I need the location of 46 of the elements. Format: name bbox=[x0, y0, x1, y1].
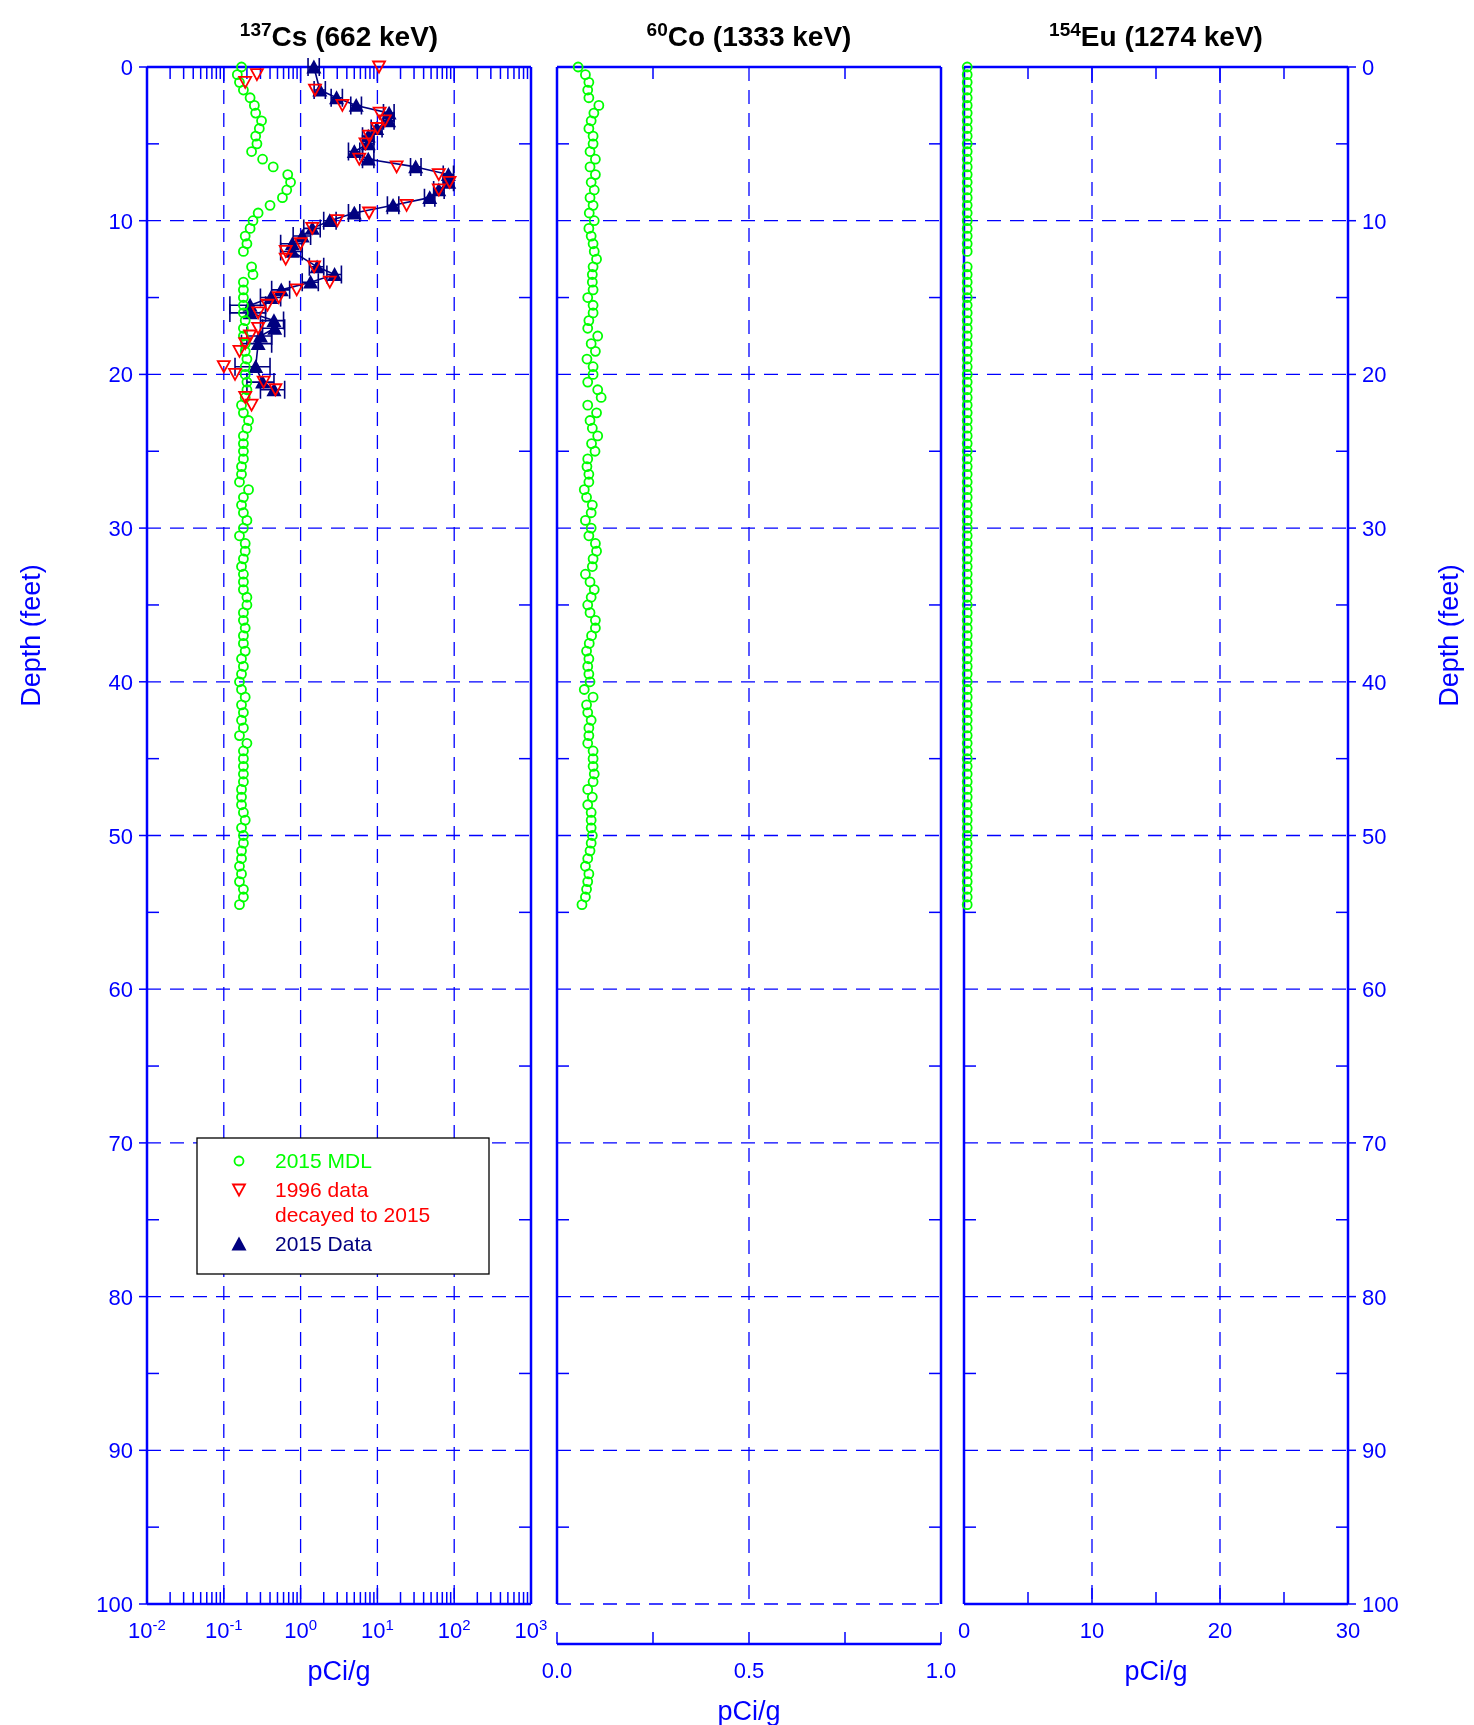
y-axis-title: Depth (feet) bbox=[1434, 564, 1464, 707]
y-tick-label: 80 bbox=[108, 1284, 133, 1310]
y-tick-label: 40 bbox=[108, 669, 133, 695]
x-tick-label: 10 bbox=[1079, 1618, 1105, 1643]
chart-title: $^{137}$Cs (662 keV) bbox=[239, 18, 439, 52]
y-tick-label: 20 bbox=[108, 362, 133, 388]
y-tick-label: 60 bbox=[1362, 977, 1387, 1003]
y-tick-label: 10 bbox=[1362, 208, 1387, 234]
x-tick-label: 30 bbox=[1335, 1618, 1361, 1643]
y-tick-label: 0 bbox=[1362, 55, 1375, 80]
legend-label: 2015 MDL bbox=[275, 1149, 372, 1172]
x-tick-label: 10$^{0}$ bbox=[284, 1615, 318, 1643]
legend-label: 2015 Data bbox=[275, 1232, 373, 1255]
x-tick-label: 10$^{1}$ bbox=[360, 1615, 394, 1643]
x-axis-title: pCi/g bbox=[307, 1656, 371, 1686]
legend-label: 1996 data decayed to 2015 bbox=[275, 1178, 431, 1226]
y-tick-label: 70 bbox=[1362, 1130, 1387, 1156]
y-tick-label: 60 bbox=[108, 977, 133, 1003]
y-tick-label: 70 bbox=[108, 1130, 133, 1156]
chart-title: $^{154}$Eu (1274 keV) bbox=[1049, 18, 1263, 52]
y-tick-label: 50 bbox=[108, 823, 133, 849]
y-tick-label: 80 bbox=[1362, 1284, 1387, 1310]
y-tick-label: 20 bbox=[1362, 362, 1387, 388]
y-tick-label: 30 bbox=[108, 516, 133, 542]
x-axis-title: pCi/g bbox=[1124, 1656, 1188, 1686]
y-axis-title: Depth (feet) bbox=[16, 564, 46, 707]
y-tick-label: 50 bbox=[1362, 823, 1387, 849]
y-tick-label: 40 bbox=[1362, 669, 1387, 695]
x-tick-label: 0 bbox=[957, 1618, 971, 1643]
x-tick-label: 1.0 bbox=[925, 1658, 957, 1683]
x-tick-label: 0.5 bbox=[733, 1658, 765, 1683]
x-axis-title: pCi/g bbox=[717, 1696, 781, 1725]
y-tick-label: 10 bbox=[108, 208, 133, 234]
x-tick-label: 10$^{-2}$ bbox=[128, 1615, 166, 1643]
x-tick-label: 10$^{-1}$ bbox=[204, 1615, 243, 1643]
x-tick-label: 0.0 bbox=[541, 1658, 573, 1683]
x-tick-label: 10$^{2}$ bbox=[437, 1615, 471, 1643]
x-tick-label: 20 bbox=[1207, 1618, 1233, 1643]
y-tick-label: 100 bbox=[1362, 1592, 1399, 1617]
y-tick-label: 90 bbox=[108, 1438, 133, 1464]
y-tick-label: 90 bbox=[1362, 1438, 1387, 1464]
y-tick-label: 30 bbox=[1362, 516, 1387, 542]
y-tick-label: 100 bbox=[96, 1592, 133, 1617]
x-tick-label: 10$^{3}$ bbox=[514, 1615, 548, 1643]
chart-title: $^{60}$Co (1333 keV) bbox=[646, 18, 852, 52]
y-tick-label: 0 bbox=[120, 55, 133, 80]
